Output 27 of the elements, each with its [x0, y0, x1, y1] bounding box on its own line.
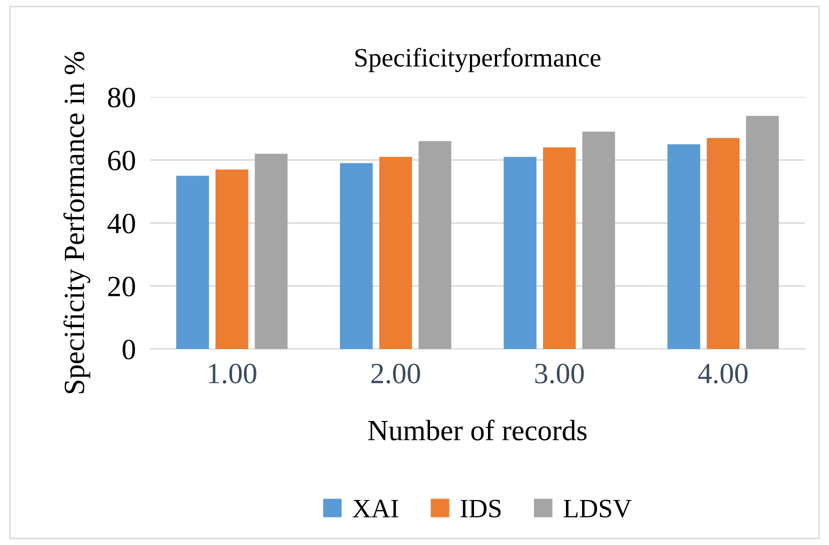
bar [254, 154, 288, 349]
y-tick-label: 0 [122, 340, 135, 360]
y-tick-label: 40 [108, 214, 135, 234]
x-tick-label: 2.00 [371, 364, 420, 384]
bar [746, 116, 779, 349]
x-tick-label: 1.00 [208, 364, 256, 384]
y-tick-label: 80 [108, 88, 135, 108]
x-tick-label: 3.00 [535, 364, 584, 384]
legend-label: IDS [460, 500, 501, 518]
bar [582, 132, 616, 349]
bar [379, 156, 412, 349]
x-axis-title: Number of records [368, 420, 587, 440]
chart-title: Specificityperformance [355, 48, 600, 72]
bar [340, 163, 373, 349]
legend-label: XAI [352, 500, 398, 518]
bar [176, 176, 209, 349]
x-tick-label: 4.00 [698, 364, 748, 384]
bar [667, 144, 700, 349]
y-tick-label: 20 [108, 276, 135, 296]
bar [216, 169, 248, 349]
y-tick-label: 60 [108, 150, 135, 170]
bar [504, 156, 536, 349]
bar [543, 147, 576, 349]
bar [706, 138, 740, 349]
y-axis-title: Specificity Performance in % [63, 52, 90, 394]
bar [418, 141, 452, 349]
legend-label: LDSV [564, 500, 632, 518]
